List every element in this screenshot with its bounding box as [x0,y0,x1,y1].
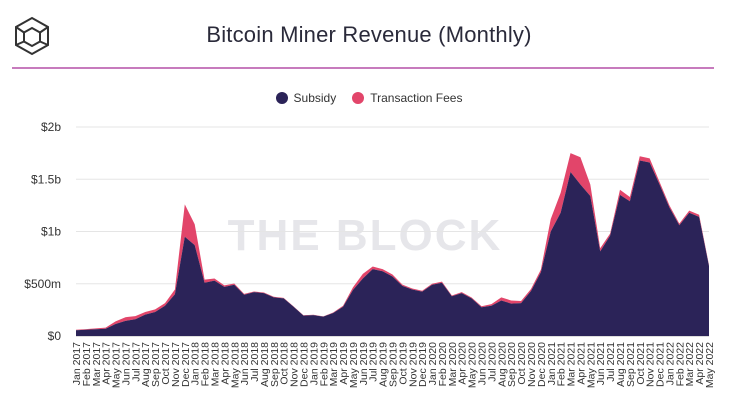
watermark: THE BLOCK [228,211,503,260]
x-tick-label: Jun 2021 [595,342,607,385]
header-divider [12,67,714,69]
legend-label-transaction-fees: Transaction Fees [370,91,463,105]
x-tick-label: Mar 2022 [684,342,696,387]
x-tick-label: Oct 2020 [516,342,528,385]
x-tick-label: Aug 2018 [259,342,271,387]
x-tick-label: Dec 2021 [655,342,667,387]
x-tick-label: Apr 2021 [575,342,587,385]
x-tick-label: May 2020 [467,342,479,388]
x-tick-label: Aug 2021 [615,342,627,387]
x-tick-label: Aug 2020 [496,342,508,387]
x-tick-label: Nov 2018 [289,342,301,387]
x-tick-label: Jan 2017 [71,342,83,385]
x-tick-label: Jan 2018 [190,342,202,385]
y-tick-label: $1b [41,225,61,239]
x-tick-label: Jul 2021 [605,342,617,382]
x-tick-label: Mar 2020 [447,342,459,387]
x-tick-label: May 2022 [704,342,716,388]
x-tick-label: Mar 2021 [566,342,578,387]
x-tick-label: Sep 2021 [625,342,637,387]
x-tick-label: Jul 2018 [249,342,261,382]
y-tick-label: $0 [48,329,62,343]
legend-item-subsidy[interactable]: Subsidy [275,91,337,105]
x-tick-label: Apr 2020 [457,342,469,385]
series-areas [76,153,709,336]
y-axis: $0 $500m $1b $1.5b $2b [24,120,61,343]
x-tick-label: Nov 2020 [526,342,538,387]
x-tick-label: Dec 2018 [298,342,310,387]
x-tick-label: Mar 2017 [91,342,103,387]
x-tick-label: May 2019 [348,342,360,388]
x-tick-label: Apr 2019 [338,342,350,385]
y-tick-label: $1.5b [31,172,61,186]
x-tick-label: Nov 2017 [170,342,182,387]
x-tick-label: Apr 2022 [694,342,706,385]
x-tick-label: May 2021 [585,342,597,388]
x-tick-label: Dec 2019 [417,342,429,387]
x-tick-label: Jun 2020 [477,342,489,385]
x-tick-label: Feb 2021 [556,342,568,387]
series-area-subsidy [76,160,709,336]
x-tick-label: Jul 2019 [368,342,380,382]
subsidy-swatch-icon [275,92,288,104]
x-tick-label: Jun 2018 [239,342,251,385]
x-tick-label: Feb 2019 [318,342,330,387]
x-tick-label: Nov 2019 [407,342,419,387]
legend-item-transaction-fees[interactable]: Transaction Fees [352,91,462,105]
x-tick-label: Feb 2022 [674,342,686,387]
x-tick-label: Jun 2017 [120,342,132,385]
y-tick-label: $500m [24,277,61,291]
x-tick-label: Jul 2017 [130,342,142,382]
x-tick-label: May 2017 [111,342,123,388]
chart-legend: Subsidy Transaction Fees [0,91,738,105]
x-tick-label: Dec 2020 [536,342,548,387]
x-tick-label: Mar 2018 [209,342,221,387]
x-tick-label: Dec 2017 [180,342,192,387]
x-tick-label: Apr 2018 [219,342,231,385]
x-tick-label: Jul 2020 [486,342,498,382]
x-tick-label: Feb 2020 [437,342,449,387]
x-tick-label: Jan 2022 [664,342,676,385]
y-tick-label: $2b [41,120,61,134]
x-tick-label: Jan 2019 [308,342,320,385]
fees-swatch-icon [352,92,365,104]
x-tick-label: Sep 2019 [388,342,400,387]
x-tick-label: Sep 2017 [150,342,162,387]
x-tick-label: Nov 2021 [645,342,657,387]
x-tick-label: Oct 2021 [635,342,647,385]
x-tick-label: Sep 2018 [269,342,281,387]
x-tick-label: Oct 2018 [279,342,291,385]
x-tick-label: Oct 2019 [397,342,409,385]
chart-title: Bitcoin Miner Revenue (Monthly) [206,22,532,47]
x-tick-label: May 2018 [229,342,241,388]
the-block-logo-icon [12,16,52,56]
legend-label-subsidy: Subsidy [293,91,337,105]
x-tick-label: Sep 2020 [506,342,518,387]
x-tick-label: Jun 2019 [358,342,370,385]
x-tick-label: Apr 2017 [101,342,113,385]
x-tick-label: Mar 2019 [328,342,340,387]
x-tick-label: Feb 2018 [200,342,212,387]
x-tick-label: Oct 2017 [160,342,172,385]
x-tick-label: Jan 2020 [427,342,439,385]
x-tick-label: Feb 2017 [81,342,93,387]
x-tick-label: Jan 2021 [546,342,558,385]
x-tick-label: Aug 2019 [378,342,390,387]
x-tick-label: Aug 2017 [140,342,152,387]
